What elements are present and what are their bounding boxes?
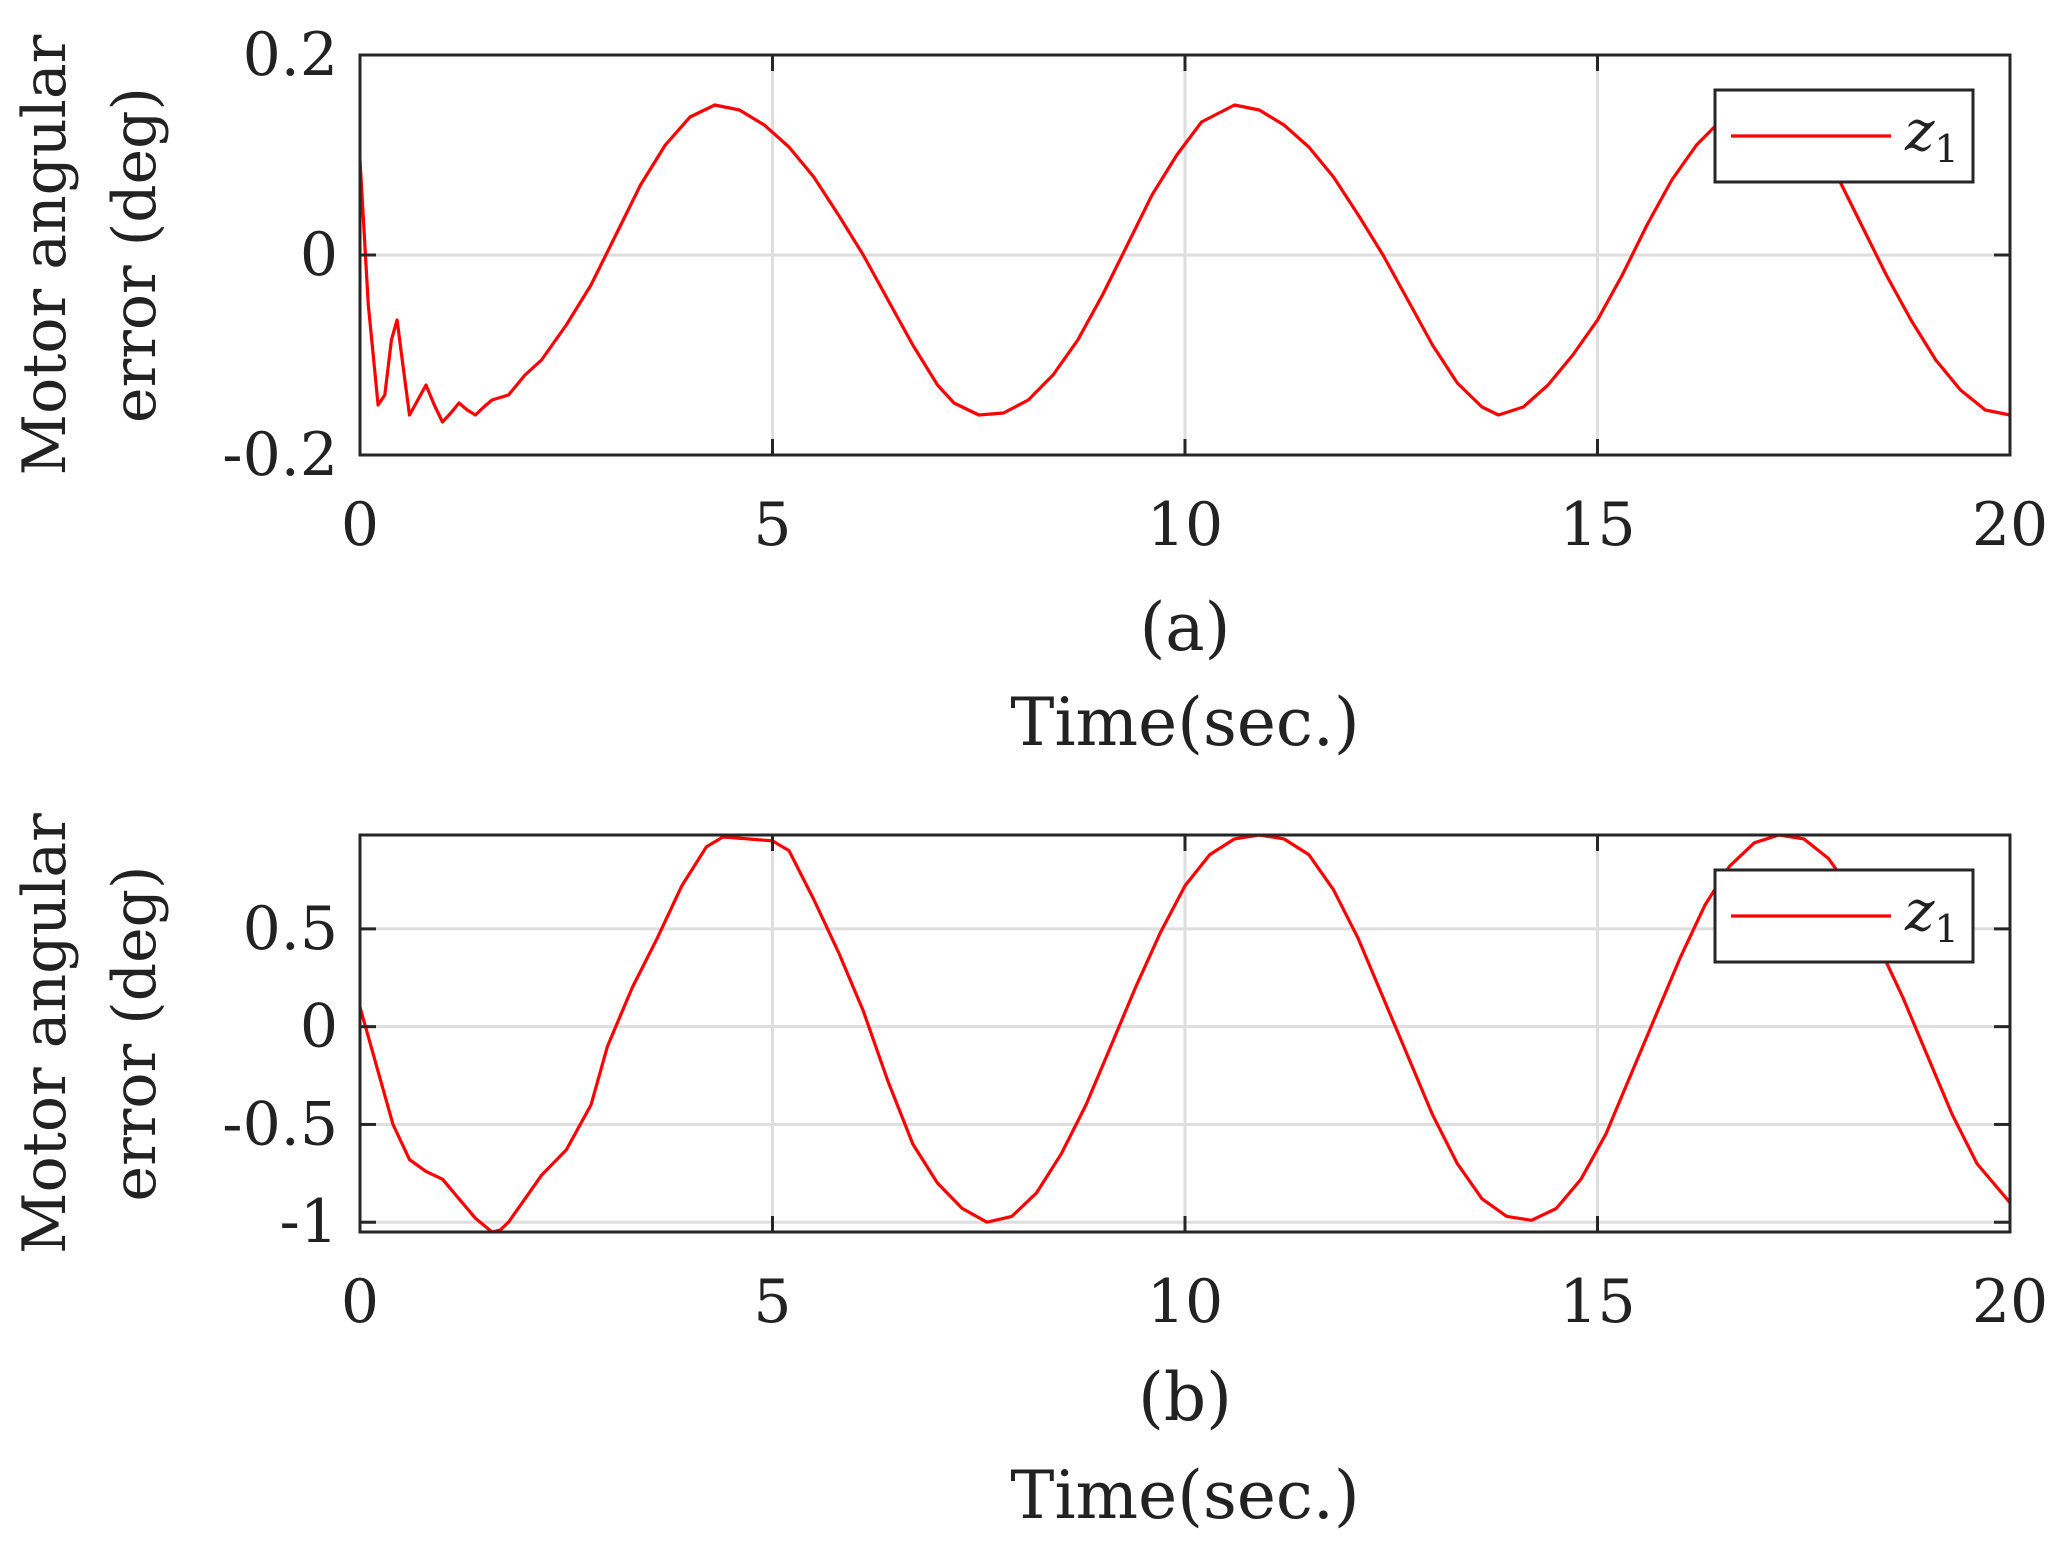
series-line-z1 xyxy=(358,103,2011,424)
subfigure-caption: (b) xyxy=(1138,1359,1232,1436)
legend: z1 xyxy=(1713,88,1975,184)
legend-label-z1: z1 xyxy=(1904,879,1959,951)
x-tick-label: 0 xyxy=(341,490,379,560)
y-tick-label: 0 xyxy=(300,220,338,290)
y-tick-label: 0.5 xyxy=(243,894,338,964)
legend-label-z1: z1 xyxy=(1904,99,1959,171)
y-axis-label: Motor angular xyxy=(10,34,80,475)
x-tick-label: 20 xyxy=(1972,1267,2048,1337)
x-tick-label: 10 xyxy=(1147,1267,1223,1337)
x-tick-label: 15 xyxy=(1559,1267,1635,1337)
x-tick-label: 5 xyxy=(753,490,791,560)
y-axis-label: error (deg) xyxy=(100,87,170,423)
x-tick-label: 10 xyxy=(1147,490,1223,560)
legend: z1 xyxy=(1713,868,1975,964)
x-tick-label: 0 xyxy=(341,1267,379,1337)
y-axis-label: error (deg) xyxy=(100,866,170,1202)
y-tick-label: -1 xyxy=(280,1187,338,1257)
subfigure-caption: (a) xyxy=(1140,589,1231,666)
x-tick-label: 20 xyxy=(1972,490,2048,560)
x-tick-label: 5 xyxy=(753,1267,791,1337)
chart-panel-b: 0 5 10 15 20 -1 -0.5 0 0.5 Motor angular error (de… xyxy=(10,813,2048,1534)
x-axis-label: Time(sec.) xyxy=(1010,1457,1359,1534)
y-tick-label: 0.2 xyxy=(243,20,338,90)
y-axis-label: Motor angular xyxy=(10,813,80,1254)
x-tick-label: 15 xyxy=(1559,490,1635,560)
y-tick-label: 0 xyxy=(300,992,338,1062)
x-axis-label: Time(sec.) xyxy=(1010,684,1359,761)
series-line-z1 xyxy=(358,833,2012,1234)
y-tick-label: -0.2 xyxy=(222,420,338,490)
y-tick-label: -0.5 xyxy=(222,1089,338,1159)
